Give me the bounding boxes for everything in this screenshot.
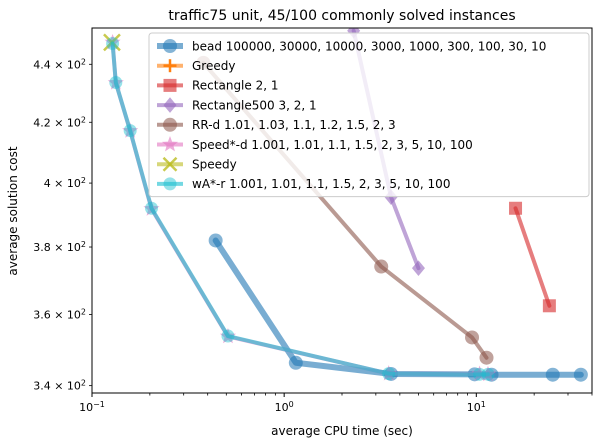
rectangle-line [513, 206, 552, 308]
legend-frame [148, 32, 590, 198]
wa-r-point [106, 37, 120, 51]
y-tick-label: 4.2 × 102 [33, 115, 86, 130]
legend-swatch-marker [163, 78, 177, 92]
wa-r-point [382, 367, 396, 381]
wa-r-point [473, 367, 487, 381]
y-tick-label: 4 × 102 [44, 176, 86, 191]
wa-r-point [109, 76, 123, 90]
legend-swatch-marker [163, 39, 177, 53]
legend-label: Greedy [192, 59, 235, 73]
wa-r-point [123, 124, 137, 138]
x-axis-label: average CPU time (sec) [271, 424, 413, 438]
legend-swatch-marker [163, 117, 177, 132]
rr-d-point [374, 259, 389, 274]
legend-label: RR-d 1.01, 1.03, 1.1, 1.2, 1.5, 2, 3 [192, 118, 396, 132]
chart-title: traffic75 unit, 45/100 commonly solved i… [168, 8, 515, 24]
rectangle500-point [411, 260, 425, 276]
legend-label: Speedy [192, 158, 237, 172]
legend-item-bead: bead 100000, 30000, 10000, 3000, 1000, 3… [157, 39, 546, 53]
legend-label: bead 100000, 30000, 10000, 3000, 1000, 3… [192, 39, 546, 53]
wa-r-point [144, 201, 158, 215]
y-axis: 3.4 × 102 3.6 × 102 3.8 × 102 4 × 102 4.2 × … [33, 57, 92, 393]
bead-point [545, 367, 560, 382]
legend: bead 100000, 30000, 10000, 3000, 1000, 3… [148, 32, 590, 198]
legend-swatch-marker [163, 59, 177, 73]
legend-label: Speed*-d 1.001, 1.01, 1.1, 1.5, 2, 3, 5,… [192, 138, 473, 152]
series-wa-r [106, 37, 495, 381]
x-tick-label: 10−1 [79, 400, 105, 415]
wa-r-point [481, 367, 495, 381]
legend-item-rectangle500: Rectangle500 3, 2, 1 [157, 97, 317, 113]
rectangle-point [509, 201, 523, 215]
bead-point [208, 233, 223, 248]
x-axis: 10−1 100 101 [79, 393, 593, 415]
legend-swatch-marker [163, 177, 177, 191]
rr-d-point [465, 330, 480, 345]
legend-swatch-marker [163, 97, 177, 113]
legend-item-rr-d: RR-d 1.01, 1.03, 1.1, 1.2, 1.5, 2, 3 [157, 117, 396, 132]
y-tick-label: 3.8 × 102 [33, 240, 86, 255]
wa-r-point [221, 329, 235, 343]
wa-r-line [110, 41, 490, 377]
y-axis-label: average solution cost [6, 146, 20, 275]
legend-label: wA*-r 1.001, 1.01, 1.1, 1.5, 2, 3, 5, 10… [192, 177, 450, 191]
bead-point [288, 355, 303, 370]
legend-label: Rectangle 2, 1 [192, 79, 279, 93]
legend-swatch-marker [162, 156, 178, 172]
y-tick-label: 3.6 × 102 [33, 307, 86, 322]
y-tick-label: 4.4 × 102 [33, 57, 86, 72]
legend-item-rectangle: Rectangle 2, 1 [157, 79, 279, 93]
y-tick-label: 3.4 × 102 [33, 378, 86, 393]
speedy-marker-stroke [162, 156, 178, 172]
legend-item-speedy: Speedy [157, 156, 237, 172]
legend-item-greedy: Greedy [157, 59, 235, 73]
rectangle-point [542, 299, 556, 313]
bead-point [573, 367, 588, 382]
legend-item-wa-r: wA*-r 1.001, 1.01, 1.1, 1.5, 2, 3, 5, 10… [157, 177, 450, 191]
legend-label: Rectangle500 3, 2, 1 [192, 98, 317, 112]
legend-item-speed-d: Speed*-d 1.001, 1.01, 1.1, 1.5, 2, 3, 5,… [157, 136, 473, 152]
x-tick-label: 100 [275, 400, 294, 415]
series-rectangle [509, 201, 556, 313]
x-tick-label: 101 [467, 400, 486, 415]
rr-d-point [479, 350, 494, 365]
legend-swatch-marker [161, 136, 179, 152]
